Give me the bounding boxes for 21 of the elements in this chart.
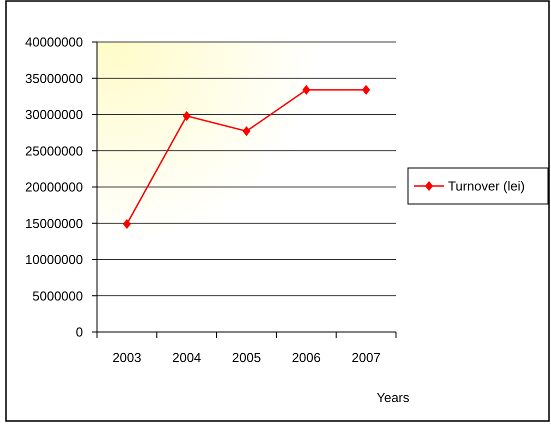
legend-label: Turnover (lei) [448,178,525,194]
x-tick-label: 2006 [292,350,321,365]
y-tick-label: 10000000 [25,252,83,268]
x-tick-label: 2005 [232,350,261,365]
y-tick-label: 15000000 [25,216,83,231]
point [242,126,250,136]
point [122,218,131,229]
point [302,84,310,95]
x-tick-label: 2003 [112,350,142,365]
x-tick-label: 2004 [172,350,202,365]
y-tick-label: 35000000 [25,70,83,86]
point [182,110,191,121]
y-tick-label: 30000000 [25,107,83,122]
y-tick-label: 0 [76,324,83,340]
x-tick-label: 2007 [352,350,381,365]
y-tick-label: 20000000 [25,180,83,195]
y-tick-label: 25000000 [25,143,83,158]
y-tick-label: 5000000 [32,288,83,304]
x-axis-title: Years [376,390,410,405]
point [362,84,370,95]
y-tick-label: 40000000 [25,34,83,50]
